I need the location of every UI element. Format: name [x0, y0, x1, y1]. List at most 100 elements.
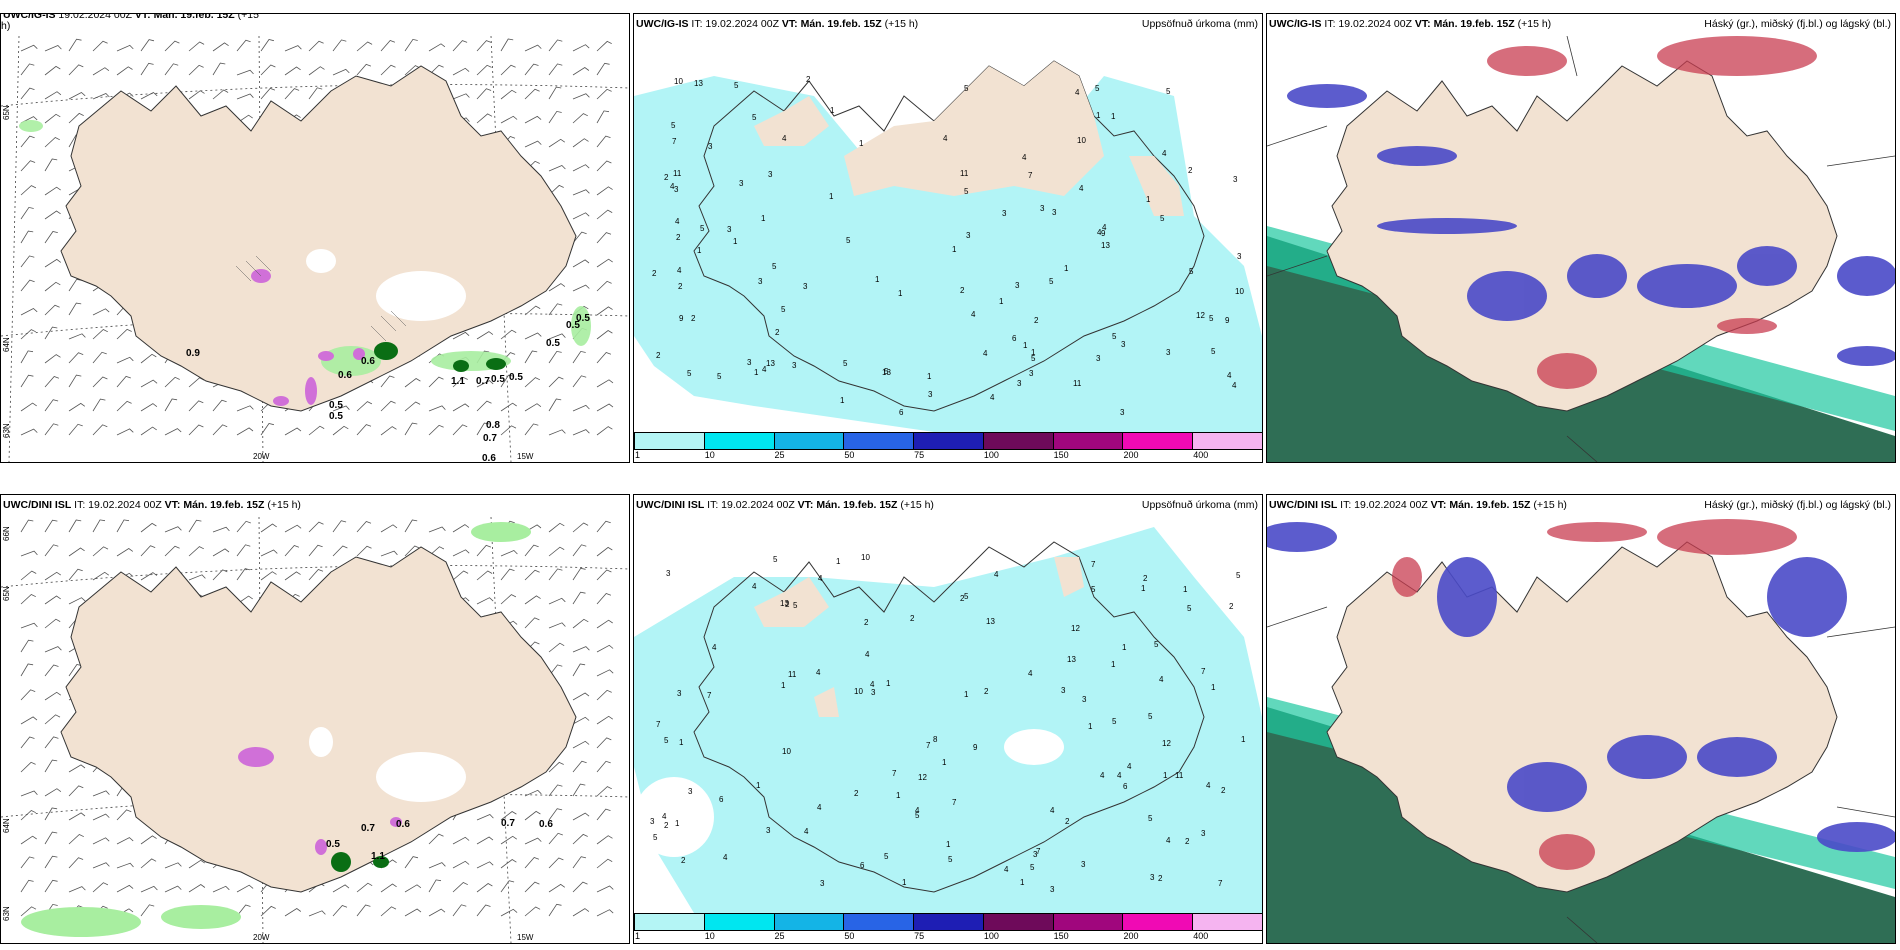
panel-title-right: Háský (gr.), miðský (fj.bl.) og lágský (…: [1704, 499, 1891, 511]
wind-barb: [332, 520, 347, 533]
wind-barb: [284, 427, 302, 436]
precip-value: 5: [964, 187, 969, 196]
cloud-blue-patches: [1287, 84, 1895, 366]
precip-value: 4: [1227, 371, 1232, 380]
wind-barb: [596, 619, 613, 629]
wind-barb: [596, 520, 611, 533]
dry-land: [754, 557, 1084, 717]
precip-value: 5: [1030, 863, 1035, 872]
wind-barb: [308, 425, 325, 436]
wind-barb: [140, 426, 157, 436]
precip-value: 4: [782, 134, 787, 143]
wind-barb: [596, 306, 613, 316]
wind-barb: [476, 113, 493, 124]
precip-value: 4: [677, 266, 682, 275]
value-label: 0.7: [501, 818, 515, 829]
wind-barb: [308, 910, 326, 917]
wind-barb: [356, 401, 373, 412]
wind-barb: [404, 422, 418, 436]
colorbar-tick: 400: [1193, 931, 1209, 941]
wind-barb: [572, 646, 590, 653]
wind-barb: [116, 862, 134, 869]
wind-barb: [164, 63, 179, 76]
wind-barb: [188, 41, 205, 52]
wind-barb: [500, 594, 517, 605]
precip-value: 3: [1033, 850, 1038, 859]
precip-value: 5: [1166, 87, 1171, 96]
colorbar-tick: 150: [1053, 450, 1069, 460]
precip-value: 4: [1079, 184, 1084, 193]
precip-value: 10: [782, 747, 791, 756]
wind-barb: [548, 184, 564, 196]
colorbar-tick: 50: [844, 931, 855, 941]
wind-barb: [572, 783, 586, 797]
wind-barb: [596, 160, 612, 172]
colorbar-tick: 200: [1123, 450, 1139, 460]
wind-barb: [116, 66, 133, 76]
colorbar-tick: 400: [1193, 450, 1209, 460]
wind-barb: [68, 112, 84, 124]
wind-barb: [68, 857, 84, 869]
wind-barb: [380, 524, 398, 533]
wind-barb: [476, 544, 492, 557]
precip-value: 4: [818, 574, 823, 583]
wind-barb: [188, 400, 204, 412]
wind-barb: [236, 520, 251, 533]
wind-barb: [500, 329, 517, 340]
wind-barb: [596, 786, 612, 797]
wind-barb: [428, 546, 445, 557]
wind-barb: [596, 689, 612, 701]
precip-value: 4: [752, 582, 757, 591]
wind-barb: [356, 63, 372, 76]
wind-barb: [44, 595, 61, 605]
wind-barb: [236, 544, 251, 557]
precip-value: 3: [1201, 829, 1206, 838]
wind-barb: [284, 88, 300, 100]
precip-value: 5: [1154, 640, 1159, 649]
precip-value: 1: [1241, 735, 1246, 744]
precip-value: 2: [1229, 602, 1234, 611]
wind-barb: [500, 835, 518, 845]
wind-barb: [548, 784, 563, 797]
wind-barb: [140, 885, 158, 893]
wind-barb: [572, 760, 587, 773]
panel-title-right: Uppsöfnuð úrkoma (mm): [1141, 18, 1258, 30]
wind-barb: [140, 545, 156, 557]
colorbar-swatch: [913, 913, 984, 931]
wind-barb: [92, 519, 106, 533]
wind-barb: [572, 44, 590, 52]
precip-value: 13: [986, 617, 995, 626]
wind-barb: [164, 398, 178, 412]
wind-barb: [428, 43, 446, 52]
precip-value: 3: [768, 170, 773, 179]
wind-barb: [284, 45, 302, 52]
precip-value: 5: [1148, 814, 1153, 823]
wind-barb: [260, 423, 274, 436]
wind-barb: [260, 905, 276, 917]
wind-barb: [44, 326, 58, 340]
precip-value: 6: [719, 795, 724, 804]
wind-barb: [92, 398, 106, 412]
wind-barb: [572, 544, 587, 557]
wind-barb: [428, 908, 446, 917]
wind-barb: [20, 810, 36, 821]
precip-value: 2: [676, 233, 681, 242]
wind-barb: [260, 87, 276, 100]
wind-barb: [380, 883, 397, 893]
wind-barb: [68, 333, 86, 340]
wind-barb: [596, 546, 613, 557]
wind-barb: [476, 861, 494, 869]
wind-barb: [428, 424, 444, 436]
value-label: 1.1: [451, 376, 465, 387]
wind-barb: [500, 859, 517, 869]
wind-barb: [548, 808, 563, 821]
value-label: 0.5: [326, 839, 340, 850]
wind-barb: [44, 691, 62, 701]
wind-barb: [164, 545, 180, 557]
precip-value: 2: [656, 351, 661, 360]
iceland-land: [60, 65, 577, 412]
wind-barb: [188, 519, 202, 533]
precip-value: 1: [896, 791, 901, 800]
precip-value: 2: [1065, 817, 1070, 826]
wind-barb: [572, 189, 590, 196]
